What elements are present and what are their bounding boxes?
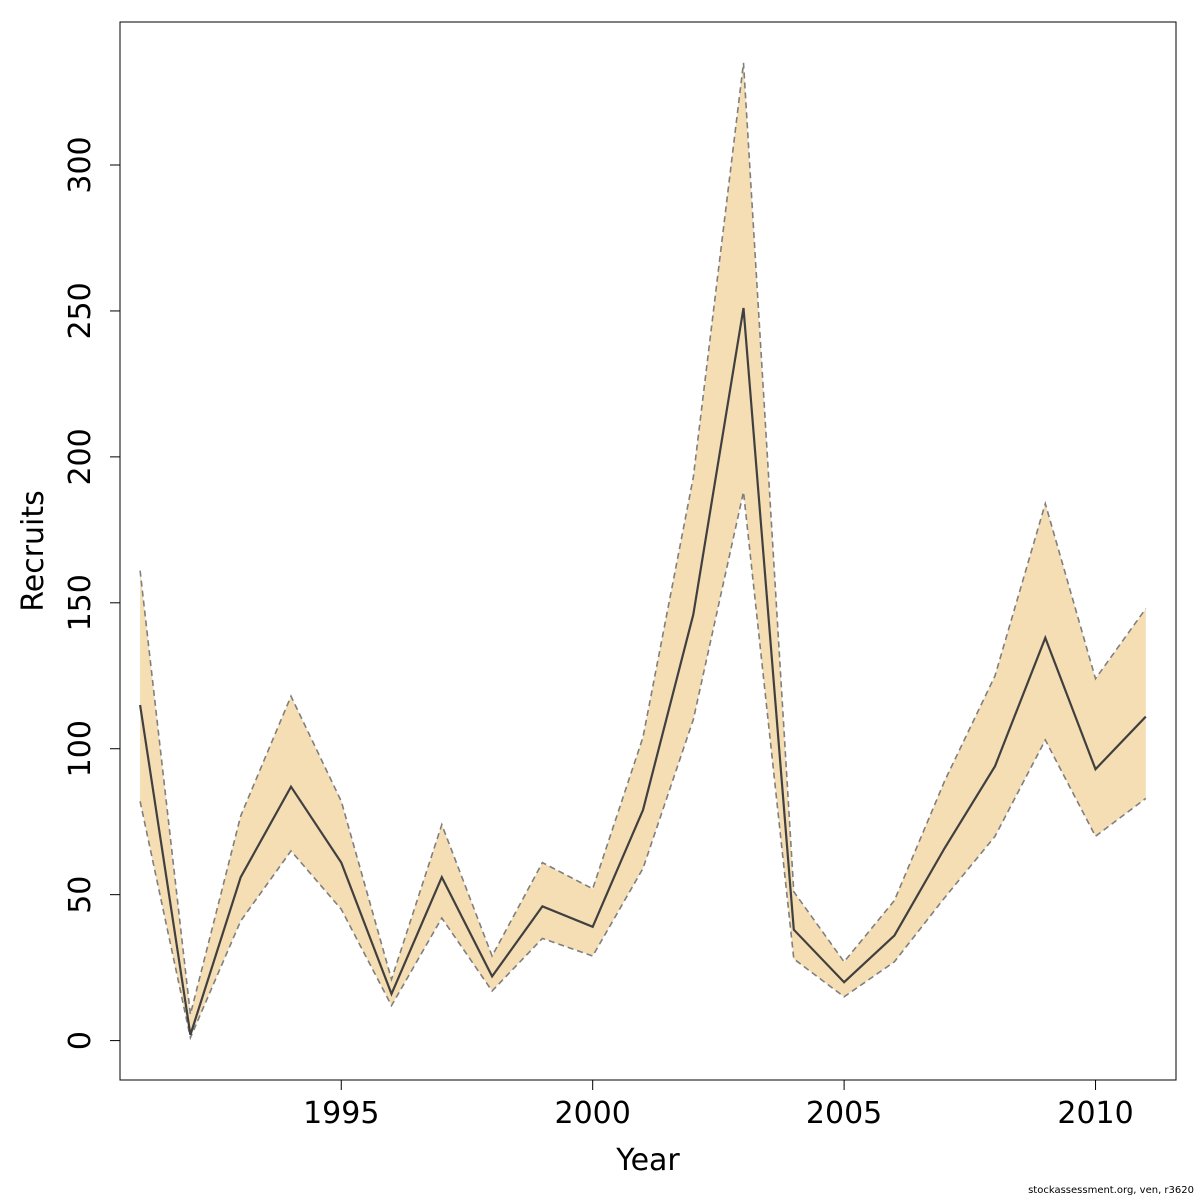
confidence-band: [140, 62, 1146, 1038]
y-tick-label-50: 50: [63, 876, 98, 914]
x-axis-title: Year: [615, 1143, 680, 1178]
y-tick-label-100: 100: [63, 720, 98, 777]
footer-credit: stockassessment.org, ven, r3620: [1028, 1185, 1194, 1196]
y-axis-title: Recruits: [16, 490, 51, 612]
series-line-layer: [139, 62, 1147, 1041]
y-tick-label-150: 150: [63, 574, 98, 631]
confidence-band-layer: [140, 62, 1146, 1038]
x-axis: 1995 2000 2005 2010: [303, 1079, 1134, 1131]
estimate-line: [139, 307, 1147, 1036]
y-tick-label-0: 0: [63, 1031, 98, 1050]
x-tick-label-2000: 2000: [555, 1096, 631, 1131]
y-tick-label-200: 200: [63, 428, 98, 485]
lower-bound-line: [139, 491, 1147, 1041]
y-tick-label-300: 300: [63, 136, 98, 193]
x-tick-label-2010: 2010: [1057, 1096, 1133, 1131]
plot-frame: [119, 21, 1177, 1081]
x-tick-label-2005: 2005: [806, 1096, 882, 1131]
upper-bound-line: [139, 62, 1147, 1015]
x-tick-label-1995: 1995: [303, 1096, 379, 1131]
y-tick-label-250: 250: [63, 282, 98, 339]
y-axis: 0 50 100 150 200 250 300: [63, 136, 121, 1050]
